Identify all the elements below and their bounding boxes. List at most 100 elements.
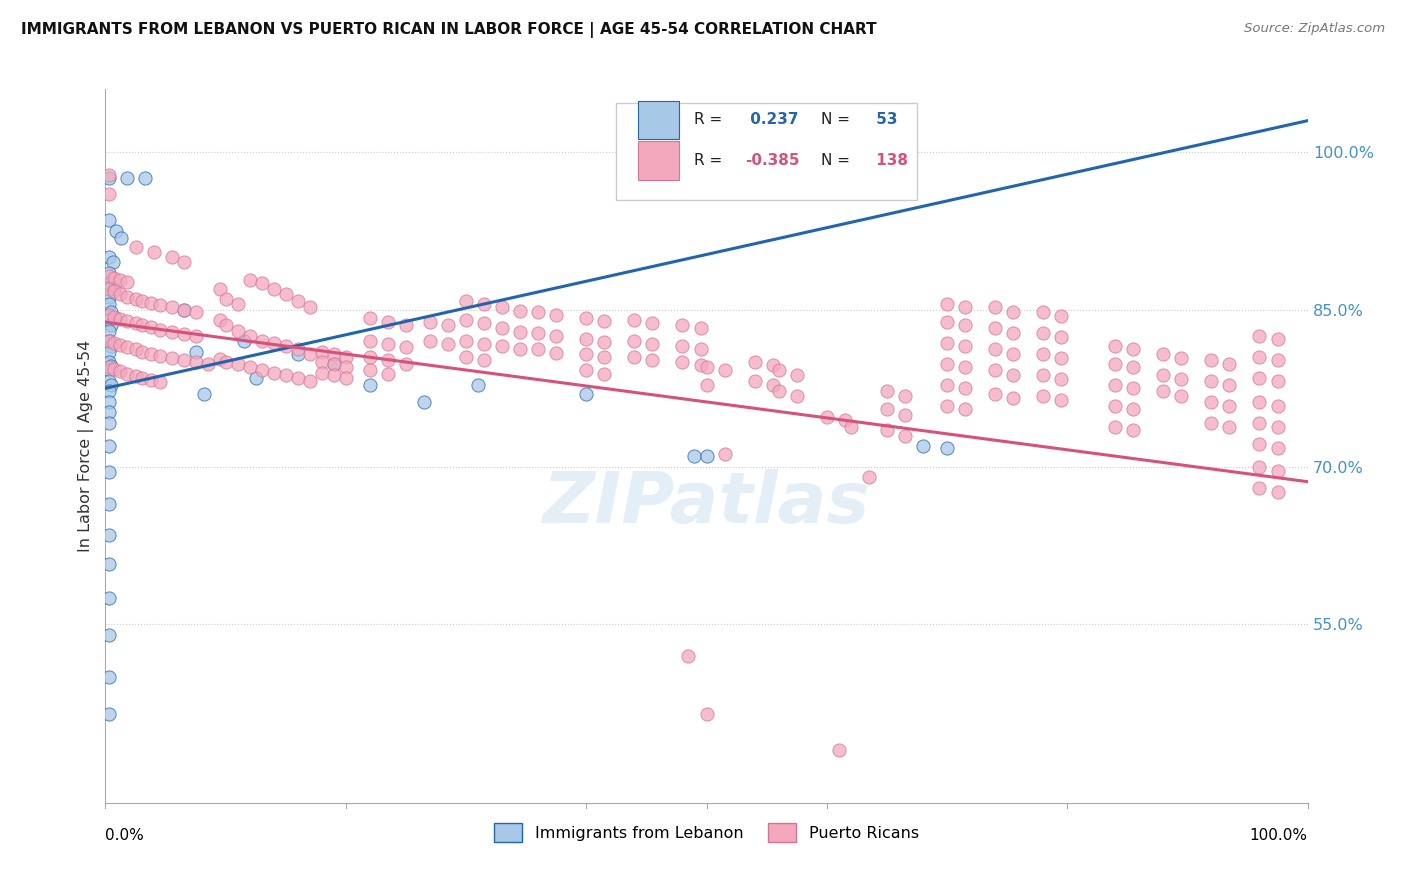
Point [641, 353, 664, 368]
Point [1152, 368, 1174, 382]
Point [527, 326, 550, 340]
Point [894, 408, 917, 422]
Point [527, 304, 550, 318]
Point [1104, 399, 1126, 413]
Point [876, 384, 898, 399]
Point [491, 301, 513, 315]
Point [239, 328, 262, 343]
Point [1267, 332, 1289, 346]
Point [311, 355, 333, 369]
Point [575, 386, 598, 401]
Point [1267, 420, 1289, 434]
Point [173, 302, 195, 317]
Point [786, 368, 808, 382]
Point [100, 378, 122, 392]
Text: -0.385: -0.385 [745, 153, 800, 168]
Point [984, 321, 1007, 335]
Point [98, 416, 121, 430]
Point [395, 318, 418, 333]
Point [311, 344, 333, 359]
Point [184, 355, 207, 369]
Point [1152, 384, 1174, 399]
Point [108, 273, 131, 287]
Point [98, 308, 121, 322]
Point [683, 450, 706, 464]
Point [263, 282, 285, 296]
Point [274, 339, 297, 353]
Point [953, 402, 976, 417]
Point [1201, 374, 1223, 388]
Point [454, 313, 477, 327]
Text: N =: N = [821, 153, 855, 168]
Point [108, 286, 131, 301]
Point [335, 350, 357, 364]
Point [689, 343, 711, 357]
Point [98, 168, 121, 182]
Point [575, 332, 598, 346]
Point [226, 357, 249, 371]
Point [575, 346, 598, 360]
Point [1002, 326, 1025, 340]
Point [98, 528, 121, 542]
Point [98, 395, 121, 409]
Point [263, 366, 285, 380]
Point [641, 337, 664, 351]
Point [546, 345, 568, 359]
Point [98, 290, 121, 304]
Point [103, 310, 125, 324]
Point [491, 339, 513, 353]
Point [953, 301, 976, 315]
Point [894, 428, 917, 442]
Point [139, 373, 162, 387]
Point [103, 336, 125, 351]
Point [115, 171, 138, 186]
Point [359, 378, 381, 392]
Point [98, 355, 121, 369]
Point [467, 378, 489, 392]
Point [713, 363, 735, 377]
Point [104, 310, 127, 325]
Point [98, 557, 121, 571]
Y-axis label: In Labor Force | Age 45-54: In Labor Force | Age 45-54 [79, 340, 94, 552]
Point [298, 346, 321, 360]
Point [593, 350, 616, 364]
Point [287, 371, 309, 385]
Point [546, 328, 568, 343]
Point [1050, 372, 1073, 386]
Point [98, 497, 121, 511]
Point [115, 367, 138, 381]
FancyBboxPatch shape [638, 101, 679, 139]
Point [858, 470, 880, 484]
Point [1002, 304, 1025, 318]
Point [214, 355, 236, 369]
Point [98, 282, 121, 296]
Point [101, 255, 124, 269]
Point [641, 316, 664, 330]
Point [322, 368, 344, 382]
Point [1267, 353, 1289, 368]
Point [335, 371, 357, 385]
Point [1249, 416, 1271, 430]
Text: 100.0%: 100.0% [1250, 828, 1308, 843]
Point [953, 360, 976, 375]
Point [953, 318, 976, 333]
Point [263, 336, 285, 351]
Point [509, 325, 531, 339]
Point [245, 371, 267, 385]
Point [1267, 374, 1289, 388]
Point [98, 187, 121, 202]
Point [197, 357, 219, 371]
Point [98, 313, 121, 327]
Point [98, 266, 121, 280]
Point [100, 359, 122, 374]
Point [98, 213, 121, 227]
Point [762, 378, 785, 392]
Point [377, 367, 399, 381]
Point [1218, 399, 1240, 413]
Point [1032, 326, 1054, 340]
Point [437, 337, 460, 351]
Point [1249, 371, 1271, 385]
Point [148, 298, 170, 312]
Point [744, 374, 766, 388]
Point [1201, 395, 1223, 409]
